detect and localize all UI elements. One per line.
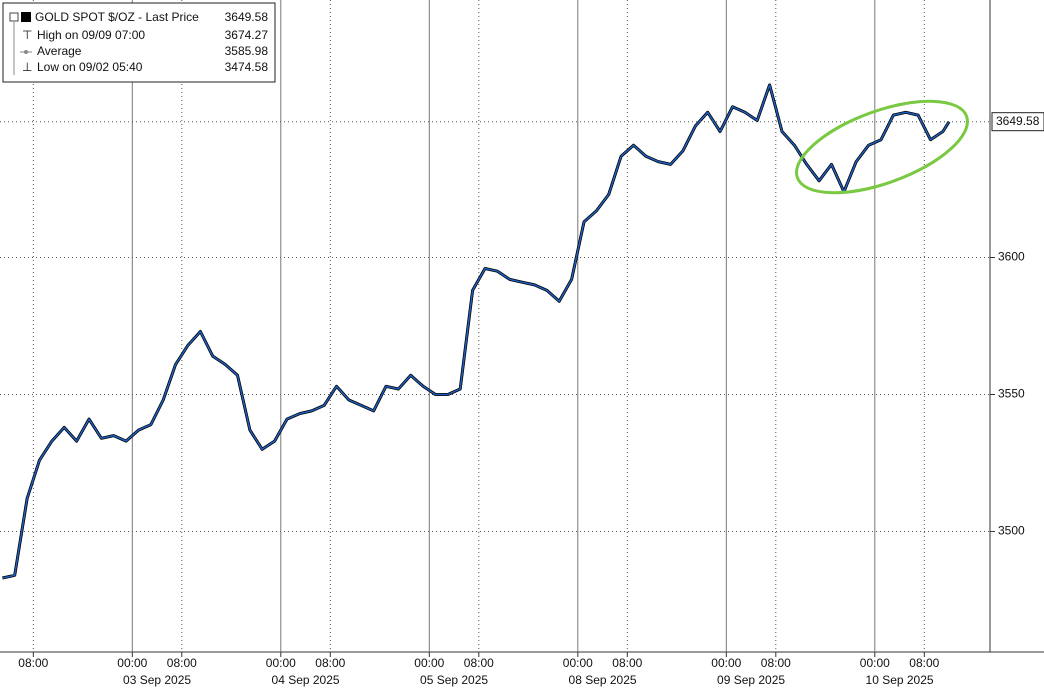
legend-value: 3585.98 bbox=[225, 44, 269, 58]
legend-title: GOLD SPOT $/OZ - Last Price bbox=[35, 10, 199, 24]
x-tick-label: 00:00 bbox=[860, 656, 890, 670]
price-line bbox=[2, 84, 950, 579]
legend-label: High on 09/09 07:00 bbox=[37, 28, 145, 42]
date-label: 05 Sep 2025 bbox=[420, 673, 488, 687]
date-label: 09 Sep 2025 bbox=[717, 673, 785, 687]
legend-icon bbox=[24, 50, 28, 54]
legend-icon bbox=[9, 12, 19, 22]
date-label: 03 Sep 2025 bbox=[123, 673, 191, 687]
x-tick-label: 08:00 bbox=[315, 656, 345, 670]
date-label: 10 Sep 2025 bbox=[866, 673, 934, 687]
date-label: 08 Sep 2025 bbox=[569, 673, 637, 687]
x-tick-label: 08:00 bbox=[464, 656, 494, 670]
legend-value: 3674.27 bbox=[225, 28, 269, 42]
x-tick-label: 08:00 bbox=[761, 656, 791, 670]
x-tick-label: 08:00 bbox=[18, 656, 48, 670]
legend-icon: ⊤ bbox=[22, 28, 32, 42]
last-price-label: 3649.58 bbox=[996, 114, 1040, 128]
legend-box bbox=[2, 2, 276, 83]
x-tick-label: 08:00 bbox=[909, 656, 939, 670]
legend-label: Low on 09/02 05:40 bbox=[37, 60, 143, 74]
legend-value: 3474.58 bbox=[225, 60, 269, 74]
legend: GOLD SPOT $/OZ - Last Price 3649.58 ⊤ Hi… bbox=[2, 2, 276, 83]
plot: 3500 3550 3600 08:00 00:00 08:00 00:00 08:00 00:… bbox=[0, 0, 1025, 687]
legend-value: 3649.58 bbox=[225, 10, 269, 24]
y-tick-label: 3500 bbox=[998, 524, 1025, 538]
x-tick-label: 00:00 bbox=[563, 656, 593, 670]
highlight-ellipse bbox=[795, 99, 969, 195]
x-tick-label: 08:00 bbox=[612, 656, 642, 670]
date-label: 04 Sep 2025 bbox=[272, 673, 340, 687]
x-tick-label: 00:00 bbox=[414, 656, 444, 670]
y-tick-label: 3550 bbox=[998, 387, 1025, 401]
x-tick-label: 08:00 bbox=[167, 656, 197, 670]
legend-icon: ⊥ bbox=[22, 60, 32, 74]
legend-icon bbox=[21, 12, 31, 22]
x-tick-label: 00:00 bbox=[266, 656, 296, 670]
x-tick-label: 00:00 bbox=[117, 656, 147, 670]
y-tick-label: 3600 bbox=[998, 250, 1025, 264]
x-tick-label: 00:00 bbox=[711, 656, 741, 670]
legend-label: Average bbox=[37, 44, 82, 58]
last-price-box bbox=[991, 112, 1044, 132]
